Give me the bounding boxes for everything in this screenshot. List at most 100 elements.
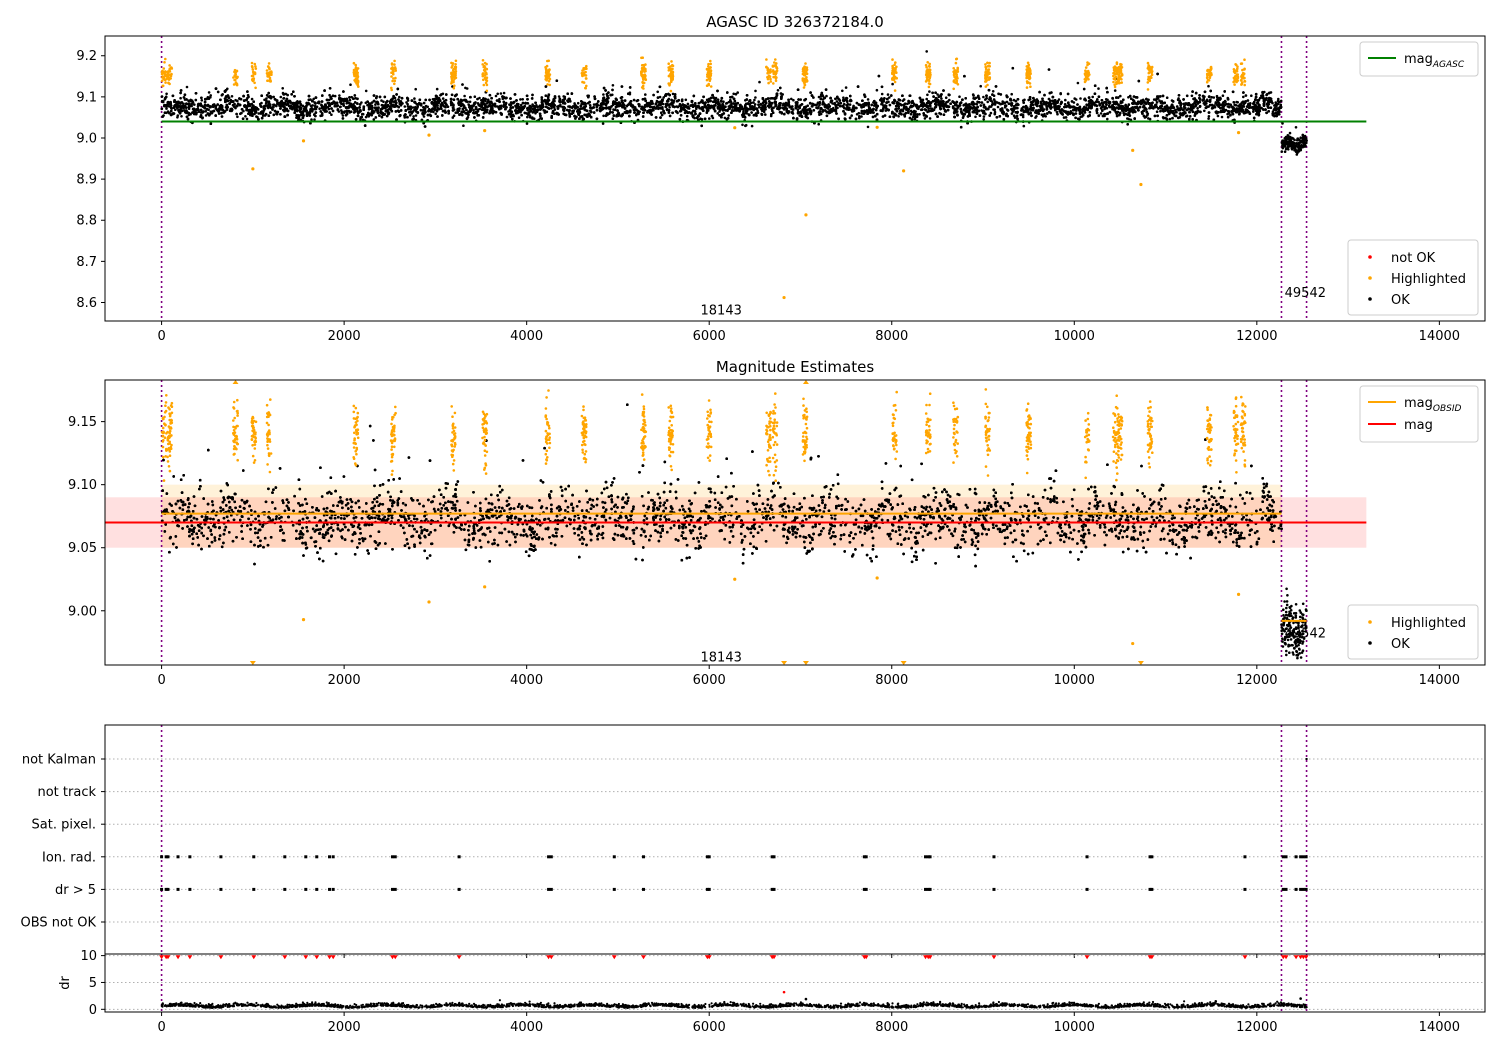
panel1-ok-point (866, 98, 870, 101)
panel1-ok-point (741, 123, 744, 127)
panel1-ok-point (207, 91, 211, 94)
panel1-ok-point (1073, 97, 1076, 100)
panel1-ok-point (732, 92, 735, 96)
panel1-ok-point (921, 98, 925, 102)
panel1-ok-point (176, 114, 180, 117)
panel1-ok-point (925, 50, 928, 53)
panel1-ok-point (991, 90, 995, 93)
panel1-ok-point (265, 97, 268, 100)
panel1-ok-point (174, 108, 177, 111)
panel1-ok-point (519, 98, 522, 101)
panel1-ok-point (496, 92, 500, 96)
panel1-ok-point (403, 105, 407, 108)
panel1-ok-point (891, 82, 894, 86)
panel1-ok-point (1010, 92, 1013, 96)
panel1-ok-point (502, 91, 506, 95)
panel1-ok-point (929, 107, 933, 110)
panel1-ok-point (1207, 84, 1210, 88)
panel1-ok-point (758, 80, 761, 84)
panel1-ok-point (1220, 115, 1224, 119)
panel1-ok-point (928, 117, 932, 120)
panel1-ok-point (982, 118, 985, 121)
panel1-ok-point (725, 101, 729, 105)
panel1-ok-point (1171, 109, 1175, 113)
panel1-ok-point (279, 95, 283, 99)
panel1-ok-point (611, 84, 615, 87)
panel1-ok-point (1159, 109, 1162, 113)
panel1-ok-point (727, 114, 730, 117)
panel1-ok-point (180, 115, 183, 118)
panel1-ok-point (1064, 98, 1067, 102)
panel1-ok-point (754, 96, 757, 99)
panel1-ok-point (982, 95, 985, 99)
panel1-ok-point (940, 97, 943, 100)
panel1-ok-point (1012, 114, 1016, 117)
panel1-ok-point (656, 90, 659, 94)
panel1-ok-point (928, 90, 931, 93)
panel1-ok-point (841, 89, 844, 93)
panel1-ok-point (435, 87, 439, 91)
panel1-ok-point (750, 124, 754, 128)
panel1-ok-point (817, 122, 820, 126)
panel1-ok-point (1124, 103, 1127, 107)
panel1-ok-point (923, 117, 927, 120)
panel1-ok-point (866, 125, 870, 129)
panel1-ok-point (972, 94, 975, 97)
panel1-ok-point (472, 109, 475, 112)
panel1-ok-point (886, 93, 890, 96)
panel1-ok-point (364, 89, 368, 93)
panel1-ok-point (754, 89, 757, 93)
panel1-ok-point (422, 115, 426, 118)
panel1-ok-point (1056, 112, 1059, 116)
panel1-ok-point (722, 100, 725, 103)
panel1-ok-point (382, 100, 385, 103)
panel1-ok-point (247, 95, 250, 99)
panel1-ok-point (374, 103, 377, 106)
panel1-ok-point (1088, 110, 1092, 114)
panel1-ok-point (1015, 114, 1019, 118)
panel1-ok-point (1079, 97, 1082, 100)
panel1-ok-point (888, 96, 891, 99)
panel1-ok-point (338, 94, 341, 97)
panel1-ok-point (685, 114, 689, 118)
panel1-ok-point (910, 110, 914, 114)
panel1-ok-point (406, 102, 409, 106)
panel1-ok-point (411, 106, 415, 109)
panel1-ok-point (1099, 112, 1103, 115)
panel1-ok-point (1242, 95, 1245, 99)
panel1-ok-point (644, 93, 647, 96)
panel1-ok-point (958, 95, 961, 98)
panel1-ok-point (1221, 94, 1225, 97)
panel1-ok-point (462, 124, 465, 127)
panel1-ok-point (464, 86, 467, 90)
panel1-ok-point (463, 94, 466, 98)
panel1-ok-point (1274, 101, 1277, 104)
panel1-ok-point (1207, 117, 1210, 120)
panel1-ok-point (250, 97, 254, 101)
panel1-ok-point (668, 106, 671, 109)
panel1-ok-point (230, 95, 234, 98)
panel1-ok-point (790, 97, 793, 101)
panel1-ok-point (944, 96, 948, 99)
panel1-ok-point (974, 115, 977, 119)
panel1-ok-point (1203, 109, 1206, 113)
panel1-ok-point (380, 99, 383, 102)
panel1-ok-point (875, 88, 879, 92)
panel1-ok-point (808, 101, 812, 105)
panel1-ok-point (1055, 110, 1059, 114)
panel1-ok-point (568, 112, 571, 115)
panel1-ok-point (242, 109, 245, 113)
panel1-ok-point (909, 112, 913, 116)
panel1-ok-point (897, 115, 900, 118)
panel1-ok-point (1212, 96, 1216, 99)
panel1-ok-point (310, 118, 313, 121)
panel1-ok-point (592, 103, 596, 106)
panel1-ok-point (961, 116, 965, 120)
panel1-ok-point (850, 114, 853, 117)
panel1-ok-point (557, 95, 561, 98)
panel1-ok-point (1165, 96, 1169, 99)
panel1-ok-point (1207, 115, 1211, 118)
panel1-ok-point (1022, 124, 1026, 128)
panel1-ok-point (662, 96, 665, 99)
panel1-ok-point (979, 84, 982, 88)
